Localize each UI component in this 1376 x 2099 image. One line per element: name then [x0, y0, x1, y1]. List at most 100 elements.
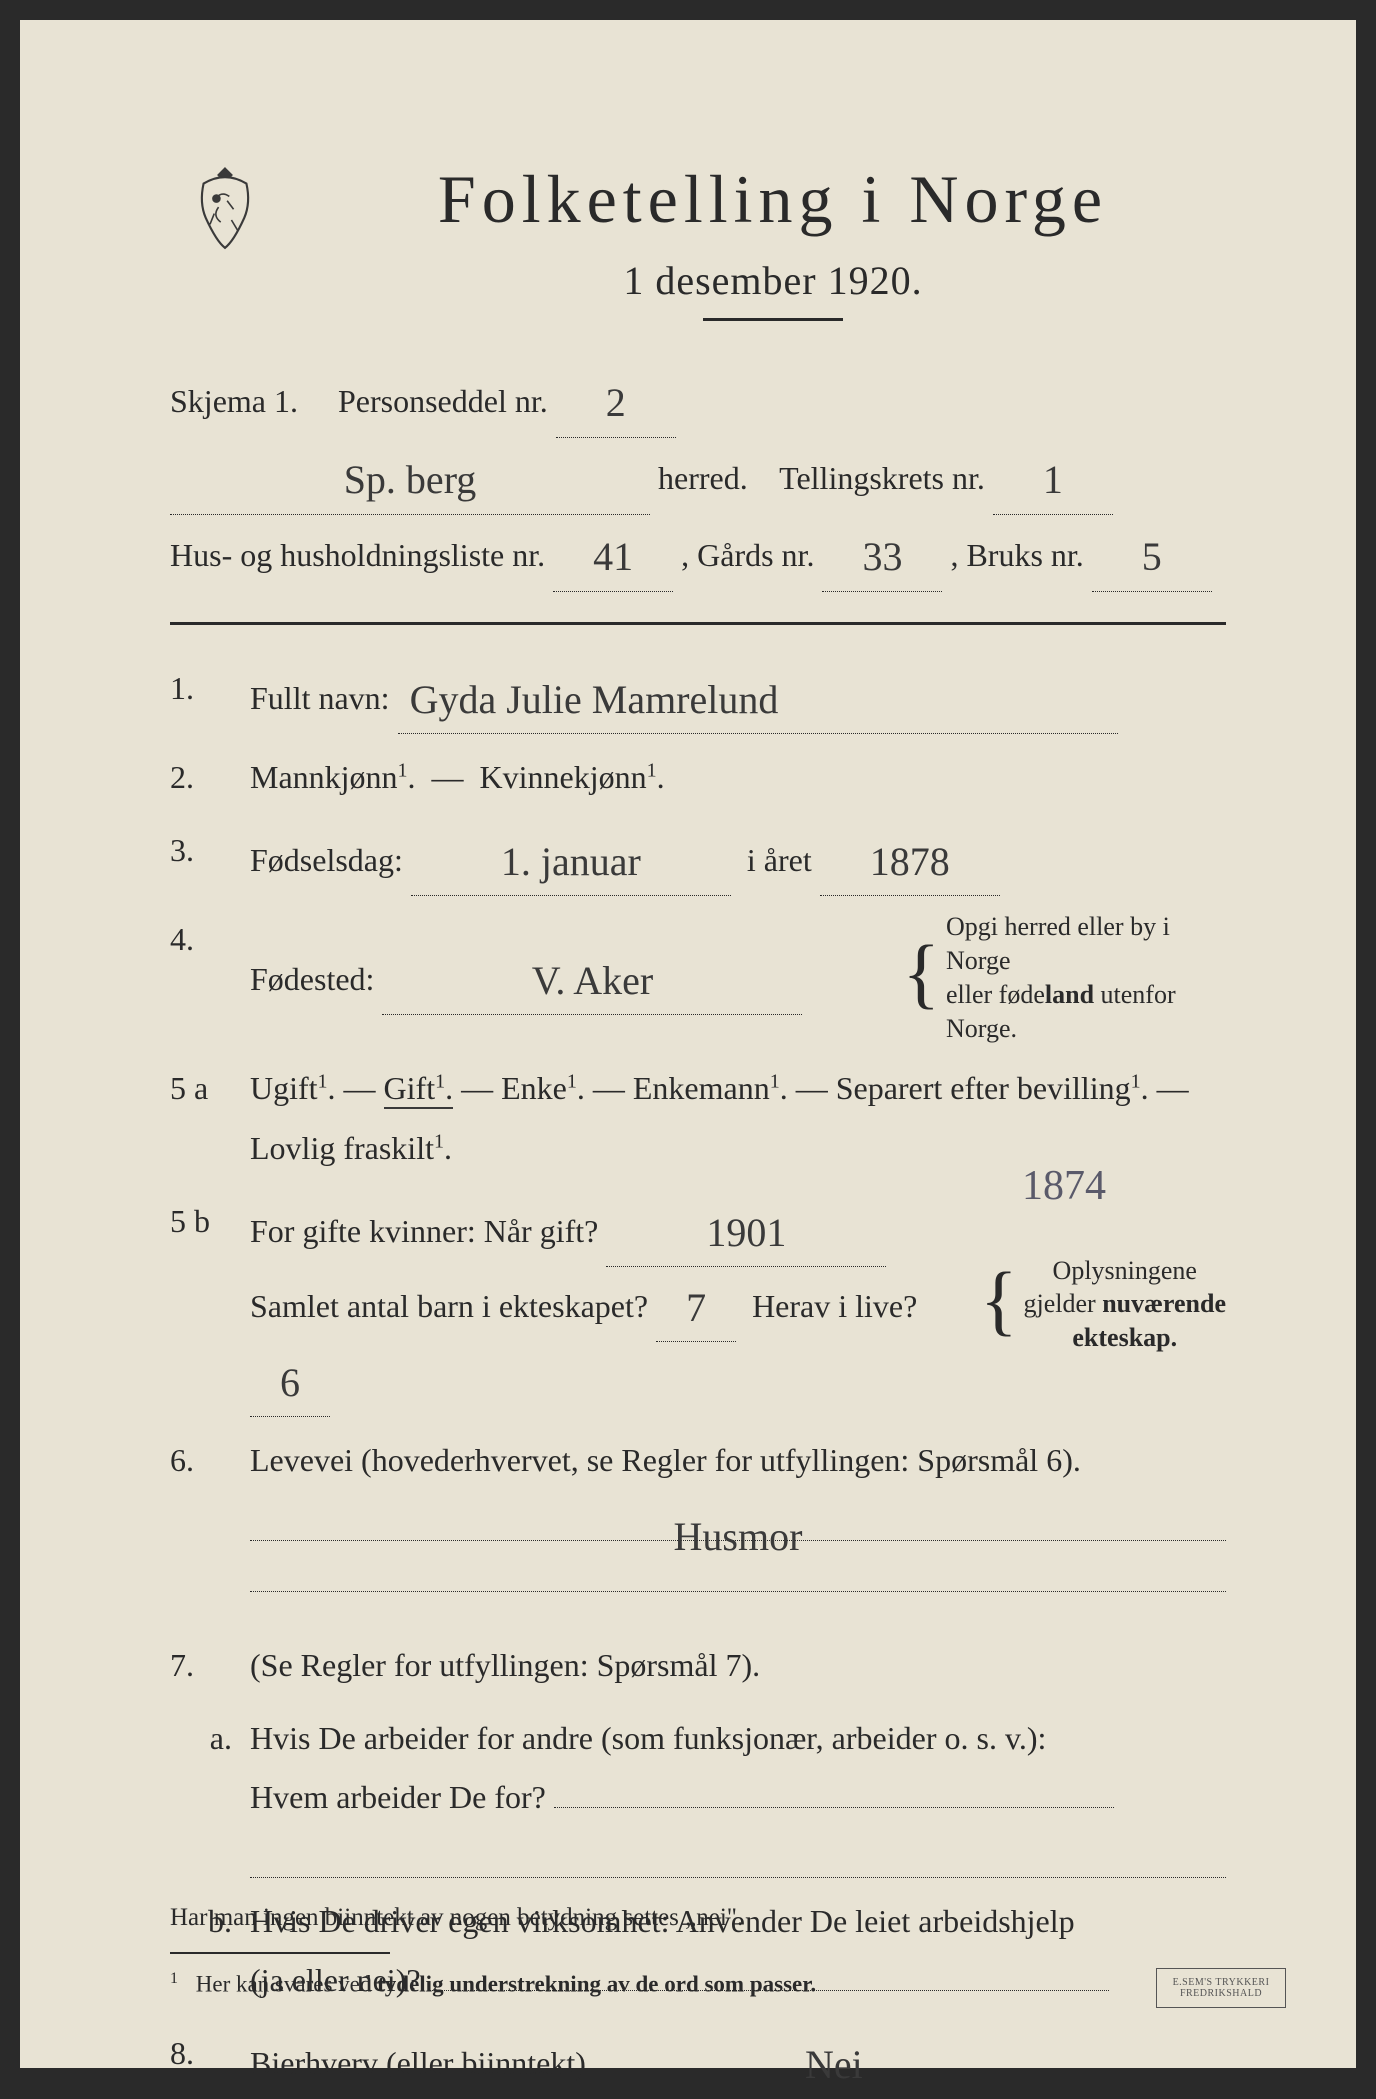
husliste-field: 41	[553, 515, 673, 592]
q5b-margin-note: 1874	[1022, 1148, 1106, 1226]
q7a-row: a. Hvis De arbeider for andre (som funks…	[170, 1709, 1226, 1878]
q4-value: V. Aker	[532, 958, 653, 1003]
q4-body: Fødested: V. Aker { Opgi herred eller by…	[250, 910, 1226, 1045]
tellingskrets-field: 1	[993, 438, 1113, 515]
coat-of-arms-icon	[170, 160, 280, 310]
q5b-side-1: Oplysningene	[1053, 1256, 1197, 1285]
skjema-line: Skjema 1. Personseddel nr. 2	[170, 361, 1226, 438]
skjema-label: Skjema 1.	[170, 383, 298, 419]
q6-label: Levevei (hovederhvervet, se Regler for u…	[250, 1442, 1081, 1478]
q5b-field-2: 7	[656, 1267, 736, 1342]
q5a-opt-last: Lovlig fraskilt1.	[250, 1130, 452, 1166]
bruks-nr: 5	[1142, 534, 1162, 579]
census-form-page: Folketelling i Norge 1 desember 1920. Sk…	[20, 20, 1356, 2068]
header: Folketelling i Norge 1 desember 1920.	[170, 160, 1226, 351]
q7a-num: a.	[170, 1709, 250, 1878]
tellingskrets-label: Tellingskrets nr.	[779, 460, 985, 496]
q3-year-label: i året	[747, 842, 812, 878]
herred-field: Sp. berg	[170, 438, 650, 515]
husliste-label: Hus- og husholdningsliste nr.	[170, 537, 545, 573]
q2-k: Kvinnekjønn	[480, 759, 647, 795]
personseddel-label: Personseddel nr.	[338, 383, 548, 419]
q2-body: Mannkjønn1. — Kvinnekjønn1.	[250, 748, 1226, 807]
q6-num: 6.	[170, 1431, 250, 1592]
q5b-side-3: ekteskap.	[1072, 1323, 1177, 1352]
brace-icon: {	[903, 946, 940, 1001]
footnote-2: 1 Her kan svares ved tydelig understrekn…	[170, 1970, 1226, 1998]
q7a-field	[554, 1807, 1114, 1808]
q6-body: Levevei (hovederhvervet, se Regler for u…	[250, 1431, 1226, 1592]
personseddel-nr-field: 2	[556, 361, 676, 438]
footnote-1: Har man ingen biinntekt av nogen betydni…	[170, 1904, 1226, 1932]
divider-rule	[170, 622, 1226, 625]
q4-side-note: Opgi herred eller by i Norge eller fødel…	[946, 910, 1226, 1045]
q1-body: Fullt navn: Gyda Julie Mamrelund	[250, 659, 1226, 734]
q7a-line	[250, 1833, 1226, 1878]
q1-label: Fullt navn:	[250, 680, 390, 716]
q7-num: 7.	[170, 1636, 250, 1695]
q7a-2: Hvem arbeider De for?	[250, 1779, 546, 1815]
q3-num: 3.	[170, 821, 250, 896]
q1-row: 1. Fullt navn: Gyda Julie Mamrelund	[170, 659, 1226, 734]
q2-row: 2. Mannkjønn1. — Kvinnekjønn1.	[170, 748, 1226, 807]
herred-value: Sp. berg	[344, 457, 477, 502]
q5a-opt-3: Enkemann1.	[633, 1070, 788, 1106]
title-underline	[703, 318, 843, 321]
q2-m-sup: 1	[398, 759, 408, 781]
q1-num: 1.	[170, 659, 250, 734]
q8-body: Bierhverv (eller biinntekt) Nei	[250, 2024, 1226, 2099]
q8-value: Nei	[805, 2042, 863, 2087]
stamp-line-1: E.SEM'S TRYKKERI	[1157, 1977, 1285, 1988]
q4-left: Fødested: V. Aker	[250, 940, 897, 1015]
q3-year-field: 1878	[820, 821, 1000, 896]
q7a-1: Hvis De arbeider for andre (som funksjon…	[250, 1720, 1046, 1756]
q4-num: 4.	[170, 910, 250, 1045]
q5b-field-1: 1901	[606, 1192, 886, 1267]
q5b-left: 1874 For gifte kvinner: Når gift? 1901 S…	[250, 1192, 974, 1417]
q5b-val-3: 6	[280, 1360, 300, 1405]
q5a-opt-2: Enke1.	[501, 1070, 585, 1106]
q5b-num: 5 b	[170, 1192, 250, 1417]
q4-side-2: eller fødeland utenfor Norge.	[946, 980, 1176, 1043]
q3-body: Fødselsdag: 1. januar i året 1878	[250, 821, 1226, 896]
q5a-opt-4: Separert efter bevilling1.	[836, 1070, 1149, 1106]
q1-field: Gyda Julie Mamrelund	[398, 659, 1118, 734]
q5a-num: 5 a	[170, 1059, 250, 1177]
gaards-label: , Gårds nr.	[681, 537, 814, 573]
form-meta-block: Skjema 1. Personseddel nr. 2 Sp. berg he…	[170, 361, 1226, 592]
q1-value: Gyda Julie Mamrelund	[410, 677, 779, 722]
gaards-nr: 33	[862, 534, 902, 579]
personseddel-nr: 2	[606, 380, 626, 425]
q3-row: 3. Fødselsdag: 1. januar i året 1878	[170, 821, 1226, 896]
q6-value: Husmor	[674, 1514, 803, 1559]
questions-block: 1. Fullt navn: Gyda Julie Mamrelund 2. M…	[170, 659, 1226, 2099]
tellingskrets-nr: 1	[1043, 457, 1063, 502]
q5b-label-1: For gifte kvinner: Når gift?	[250, 1213, 598, 1249]
footnote-2-text: Her kan svares ved tydelig understreknin…	[196, 1972, 816, 1997]
stamp-line-2: FREDRIKSHALD	[1157, 1988, 1285, 1999]
q7-label: (Se Regler for utfyllingen: Spørsmål 7).	[250, 1647, 760, 1683]
q5b-val-2: 7	[686, 1285, 706, 1330]
q7-row: 7. (Se Regler for utfyllingen: Spørsmål …	[170, 1636, 1226, 1695]
q4-side-1: Opgi herred eller by i Norge	[946, 912, 1170, 975]
q8-row: 8. Bierhverv (eller biinntekt) Nei	[170, 2024, 1226, 2099]
q2-num: 2.	[170, 748, 250, 807]
footnote-2-sup: 1	[170, 1970, 178, 1987]
footnote-rule	[170, 1952, 390, 1954]
q3-year: 1878	[870, 839, 950, 884]
q6-line-1: Husmor	[250, 1496, 1226, 1541]
herred-line: Sp. berg herred. Tellingskrets nr. 1	[170, 438, 1226, 515]
q7-body: (Se Regler for utfyllingen: Spørsmål 7).	[250, 1636, 1226, 1695]
q5a-opt-0: Ugift1.	[250, 1070, 336, 1106]
gaards-field: 33	[822, 515, 942, 592]
q4-label: Fødested:	[250, 961, 374, 997]
printer-stamp: E.SEM'S TRYKKERI FREDRIKSHALD	[1156, 1968, 1286, 2008]
q8-num: 8.	[170, 2024, 250, 2099]
q5b-side-2: gjelder nuværende	[1024, 1289, 1226, 1318]
subtitle-date: 1 desember 1920.	[320, 257, 1226, 304]
title-block: Folketelling i Norge 1 desember 1920.	[320, 160, 1226, 351]
q6-row: 6. Levevei (hovederhvervet, se Regler fo…	[170, 1431, 1226, 1592]
q5b-row: 5 b 1874 For gifte kvinner: Når gift? 19…	[170, 1192, 1226, 1417]
q4-row: 4. Fødested: V. Aker { Opgi herred eller…	[170, 910, 1226, 1045]
husliste-nr: 41	[593, 534, 633, 579]
